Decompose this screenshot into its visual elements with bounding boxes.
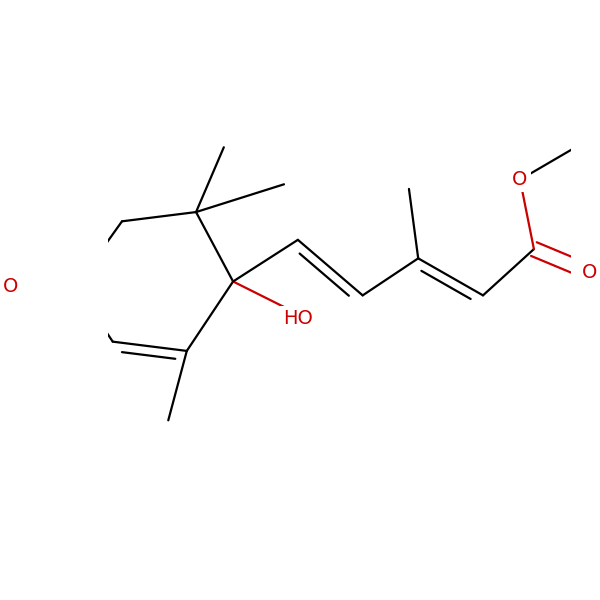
- Text: O: O: [512, 170, 528, 189]
- Text: O: O: [582, 263, 597, 282]
- Text: O: O: [3, 277, 19, 296]
- Text: HO: HO: [283, 309, 313, 328]
